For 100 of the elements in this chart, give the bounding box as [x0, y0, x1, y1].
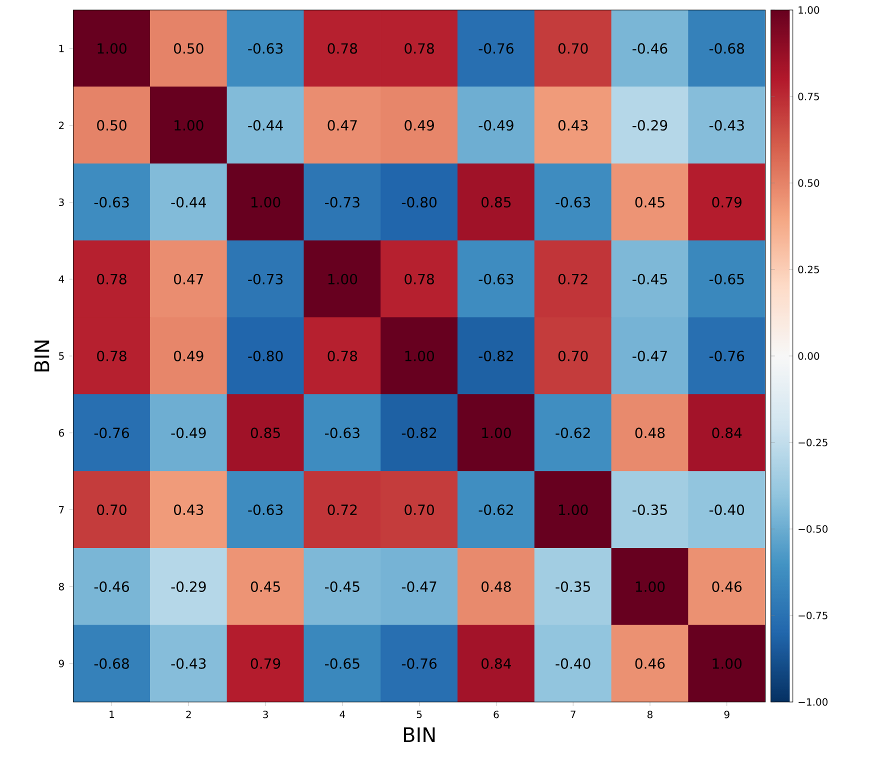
data-label: -0.45	[325, 581, 360, 592]
data-label: 1.00	[174, 120, 204, 131]
data-label: 0.85	[482, 196, 511, 208]
data-label: -0.44	[248, 120, 283, 131]
data-label: -0.73	[325, 196, 360, 208]
data-label: -0.80	[248, 350, 283, 362]
data-label: 0.78	[328, 350, 358, 362]
data-label: 1.00	[636, 581, 665, 592]
data-label: 0.78	[328, 43, 358, 54]
data-label: -0.73	[248, 274, 283, 284]
data-label: 0.78	[404, 43, 434, 54]
data-label: 1.00	[98, 43, 126, 54]
data-label: 0.70	[558, 350, 588, 362]
data-label: -0.35	[632, 504, 667, 516]
y-tick-label: 8	[58, 582, 64, 590]
data-label: -0.47	[632, 350, 667, 362]
x-tick-label: 1	[110, 710, 114, 718]
color-bar-label: −0.50	[798, 525, 828, 533]
x-axis-title: BIN	[404, 727, 435, 742]
color-bar-label: 0.00	[798, 352, 820, 360]
y-tick-label: 5	[59, 352, 64, 360]
x-tick-label: 3	[263, 710, 268, 718]
data-label: 0.79	[712, 196, 742, 208]
data-label: 0.85	[250, 428, 280, 438]
data-label: 1.00	[252, 196, 280, 208]
color-bar-label: 1.00	[798, 6, 820, 14]
data-label: -0.45	[632, 274, 667, 284]
data-label: 0.72	[558, 274, 588, 284]
data-label: 0.49	[404, 120, 434, 131]
y-axis-title: BIN	[34, 340, 50, 372]
data-label: 0.43	[174, 504, 204, 516]
y-tick-label: 7	[59, 506, 64, 514]
y-tick-label: 6	[58, 429, 64, 437]
data-label: 0.43	[558, 120, 588, 131]
data-label: 0.48	[635, 428, 665, 438]
data-label: 0.70	[404, 504, 434, 516]
x-tick-label: 6	[494, 710, 499, 718]
data-label: -0.44	[171, 196, 206, 208]
color-bar-label: −1.00	[798, 698, 828, 706]
data-label: -0.63	[248, 504, 283, 516]
data-label: -0.76	[478, 43, 514, 54]
data-label: 0.70	[558, 43, 588, 54]
data-label: -0.29	[171, 581, 206, 592]
data-label: 0.78	[97, 350, 126, 362]
data-label: -0.46	[94, 581, 129, 592]
data-label: 0.46	[635, 658, 665, 669]
y-tick-label: 2	[58, 122, 64, 130]
x-tick-label: 7	[570, 710, 576, 718]
y-tick-label: 9	[58, 660, 64, 668]
data-label: 0.45	[635, 196, 664, 208]
data-label: 0.47	[328, 120, 357, 131]
data-label: -0.35	[556, 581, 590, 592]
data-label: -0.29	[632, 120, 668, 131]
data-label: -0.62	[556, 428, 590, 438]
data-label: -0.63	[248, 43, 283, 54]
data-label: -0.63	[556, 196, 590, 208]
y-tick-label: 3	[59, 198, 64, 206]
data-label: -0.43	[171, 658, 206, 669]
data-label: -0.63	[478, 274, 514, 284]
x-tick-label: 5	[416, 710, 422, 718]
data-label: 0.84	[712, 428, 742, 438]
data-label: -0.65	[325, 658, 360, 669]
data-label: 1.00	[712, 658, 742, 669]
data-label: -0.76	[402, 658, 437, 669]
color-bar-label: 0.50	[798, 179, 820, 187]
data-label: -0.82	[478, 350, 513, 362]
color-bar-label: 0.25	[798, 266, 819, 274]
data-label: -0.76	[709, 350, 744, 362]
data-label: 0.49	[174, 350, 204, 362]
data-label: -0.80	[402, 196, 437, 208]
data-label: -0.63	[325, 428, 360, 438]
color-bar-label: 0.75	[798, 92, 819, 100]
data-label: -0.49	[478, 120, 514, 131]
data-label: -0.68	[94, 658, 129, 669]
data-label: 0.50	[174, 43, 204, 54]
data-label: 0.48	[482, 581, 511, 592]
data-label: 0.78	[404, 274, 434, 284]
color-bar-label: −0.75	[798, 612, 828, 620]
y-tick-label: 1	[59, 44, 64, 52]
data-label: 0.72	[328, 504, 357, 516]
data-label: -0.65	[709, 274, 744, 284]
data-label: -0.49	[171, 428, 206, 438]
data-label: -0.68	[709, 43, 744, 54]
data-label: 1.00	[405, 350, 434, 362]
data-label: 0.45	[250, 581, 280, 592]
data-label: 0.46	[712, 581, 742, 592]
data-label: -0.43	[709, 120, 744, 131]
data-label: 0.50	[97, 120, 126, 131]
data-label: -0.40	[556, 658, 590, 669]
x-tick-label: 9	[724, 710, 730, 718]
data-label: 0.84	[482, 658, 512, 669]
data-label: 0.78	[97, 274, 126, 284]
data-label: -0.62	[478, 504, 513, 516]
data-label: -0.76	[94, 428, 129, 438]
data-label: -0.46	[632, 43, 668, 54]
data-label: 1.00	[328, 274, 358, 284]
data-label: -0.82	[402, 428, 436, 438]
data-label: -0.47	[402, 581, 436, 592]
x-tick-label: 8	[647, 710, 652, 718]
data-label: -0.40	[709, 504, 744, 516]
